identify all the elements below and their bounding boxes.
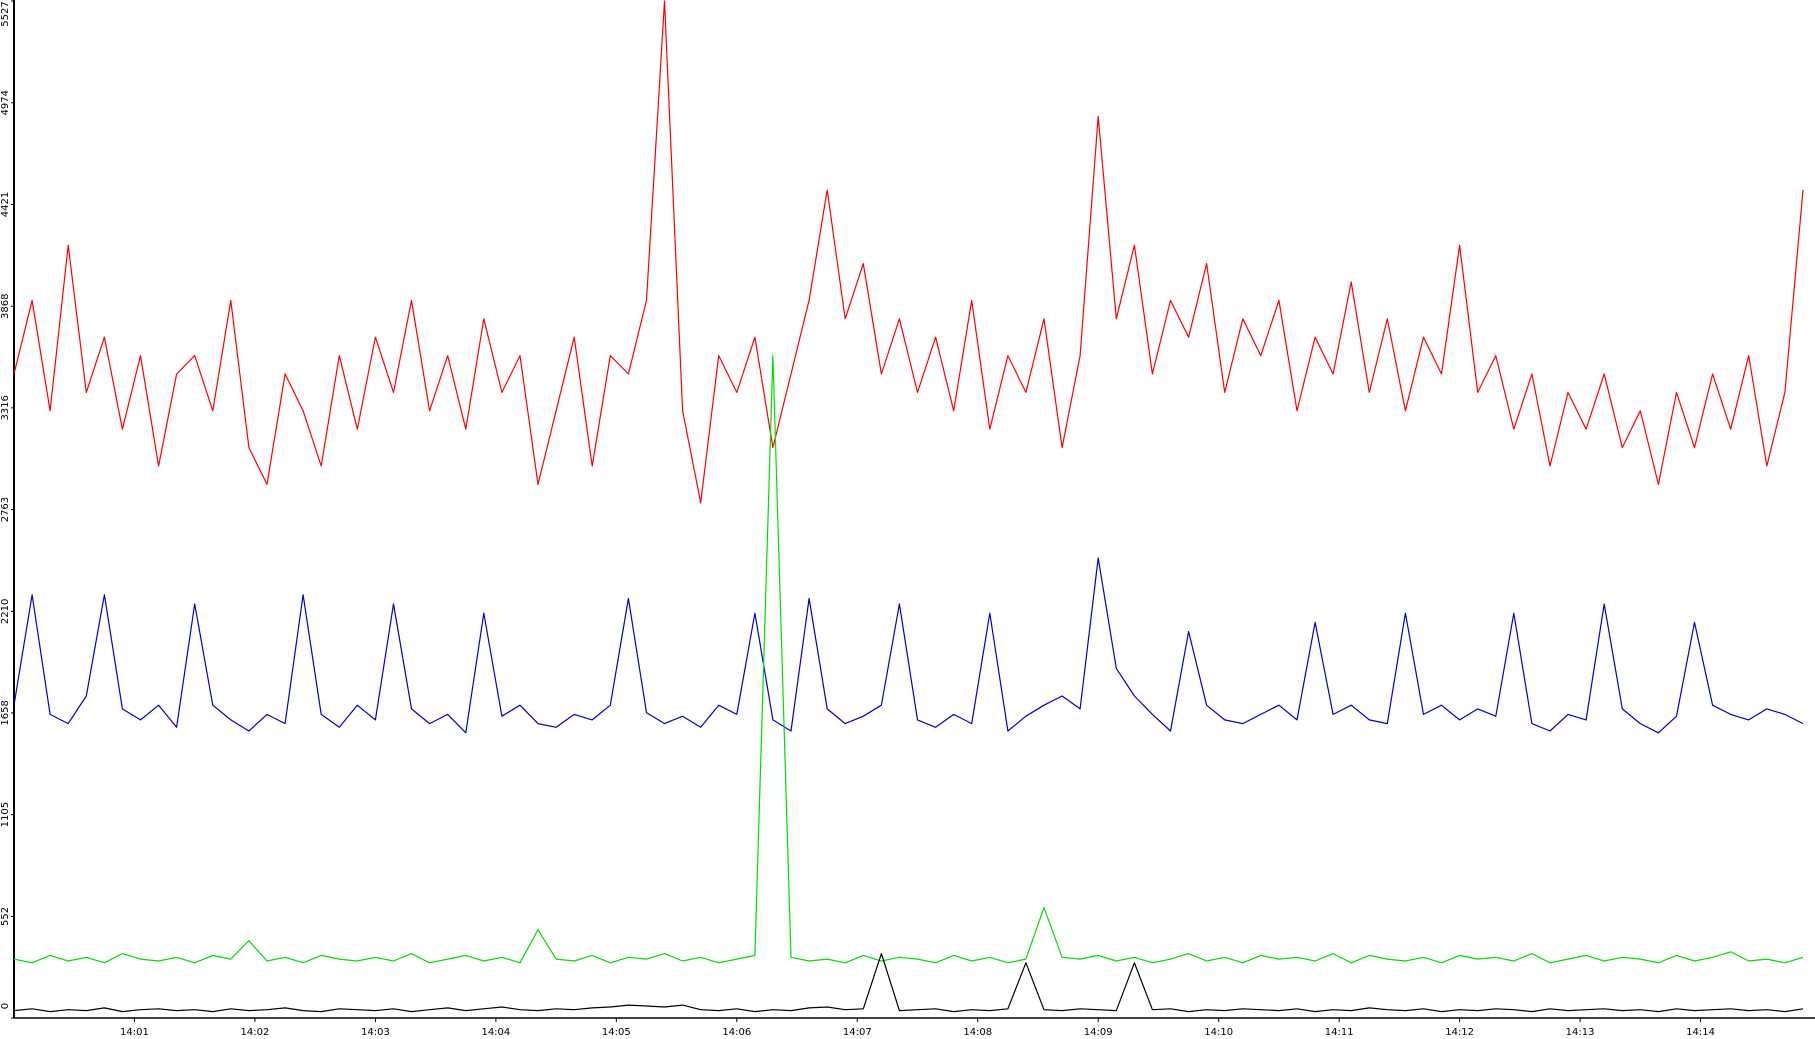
- y-tick-label: 552: [0, 907, 11, 926]
- y-tick-label: 3868: [0, 294, 11, 319]
- x-tick-label: 14:07: [843, 1027, 872, 1038]
- y-tick-label: 2210: [0, 599, 11, 624]
- y-tick-label: 3316: [0, 395, 11, 420]
- x-tick-label: 14:02: [241, 1027, 270, 1038]
- y-tick-label: 4974: [0, 90, 11, 115]
- y-tick-label: 0: [0, 1003, 11, 1009]
- x-tick-label: 14:09: [1084, 1027, 1113, 1038]
- x-tick-label: 14:12: [1445, 1027, 1474, 1038]
- y-tick-label: 2763: [0, 497, 11, 522]
- x-tick-label: 14:03: [361, 1027, 390, 1038]
- y-tick-label: 1658: [0, 700, 11, 725]
- series-line: [13, 0, 1804, 504]
- x-tick-label: 14:14: [1686, 1027, 1715, 1038]
- x-tick-label: 14:13: [1566, 1027, 1595, 1038]
- y-tick-label: 1105: [0, 802, 11, 827]
- x-tick-label: 14:10: [1204, 1027, 1233, 1038]
- x-tick-label: 14:01: [120, 1027, 149, 1038]
- series-line: [13, 953, 1804, 1013]
- x-tick-label: 14:06: [722, 1027, 751, 1038]
- x-tick-label: 14:04: [481, 1027, 510, 1038]
- series-line: [13, 355, 1804, 964]
- x-tick-label: 14:05: [602, 1027, 631, 1038]
- y-tick-label: 5527: [0, 1, 11, 26]
- y-tick-label: 4421: [0, 192, 11, 217]
- series-line: [13, 557, 1804, 734]
- x-tick-label: 14:11: [1325, 1027, 1354, 1038]
- x-tick-label: 14:08: [963, 1027, 992, 1038]
